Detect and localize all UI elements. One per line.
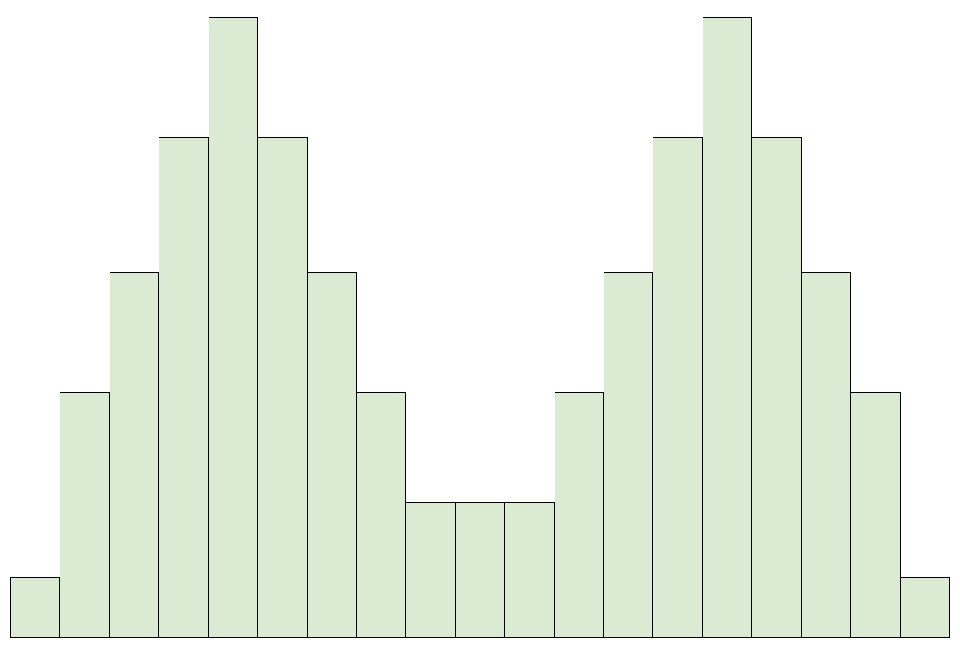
histogram-bar [357,392,406,637]
histogram-bar [60,392,109,637]
histogram-bar [604,272,653,637]
histogram-bar [308,272,357,637]
histogram-bar [406,502,455,637]
histogram-bar [555,392,604,637]
histogram-bar [653,137,702,637]
histogram-bar [209,17,258,637]
histogram-bar [901,577,950,637]
histogram-bar [110,272,159,637]
histogram-bar [752,137,801,637]
histogram-bar [703,17,752,637]
histogram-bar [802,272,851,637]
histogram-bar [851,392,900,637]
histogram-bar [258,137,307,637]
histogram-chart [10,5,950,638]
histogram-bar [456,502,505,637]
histogram-bar [10,577,60,637]
histogram-bar [159,137,208,637]
histogram-bar [505,502,554,637]
